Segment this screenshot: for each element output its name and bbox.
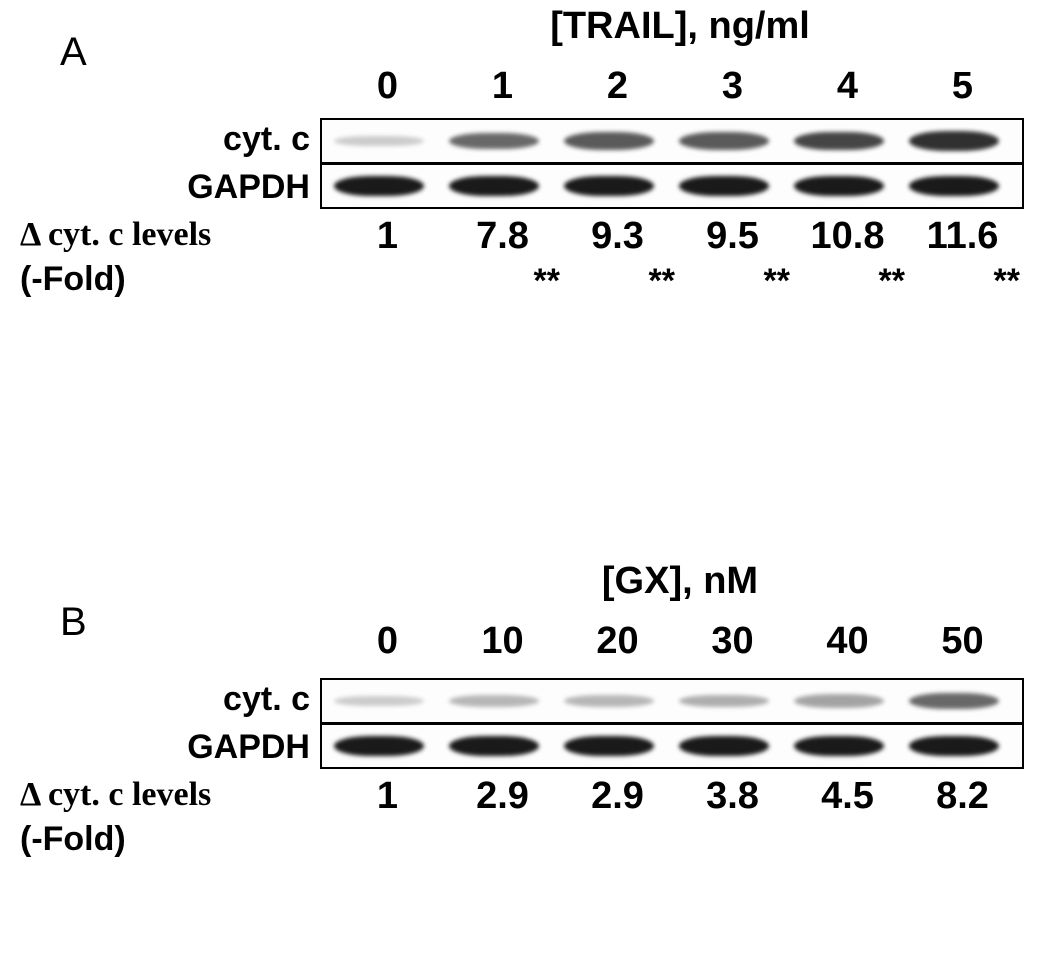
panel-b-header: [GX], nM <box>480 560 880 603</box>
panel-a-fold-values: 1 7.8 9.3 9.5 10.8 11.6 <box>330 215 1020 258</box>
lane-label: 4 <box>790 65 905 108</box>
sig-value: ** <box>790 262 905 301</box>
band <box>679 695 769 708</box>
band <box>794 132 884 151</box>
fold-value: 2.9 <box>445 775 560 818</box>
lane-label: 3 <box>675 65 790 108</box>
panel-a-cytc-label: cyt. c <box>120 120 310 159</box>
band <box>564 736 654 757</box>
band <box>794 176 884 197</box>
band <box>564 695 654 707</box>
panel-b-fold-values: 1 2.9 2.9 3.8 4.5 8.2 <box>330 775 1020 818</box>
lane-label: 40 <box>790 620 905 663</box>
sig-value <box>330 262 445 301</box>
sig-value: ** <box>560 262 675 301</box>
band <box>449 176 539 197</box>
panel-a-significance: ** ** ** ** ** <box>330 262 1020 301</box>
band <box>909 736 999 757</box>
panel-a-gapdh-blot <box>320 163 1024 209</box>
band <box>909 693 999 710</box>
panel-b-gapdh-blot <box>320 723 1024 769</box>
band <box>679 132 769 149</box>
panel-a-fold-label1: Δ cyt. c levels <box>0 215 340 254</box>
panel-a-lane-labels: 0 1 2 3 4 5 <box>330 65 1020 108</box>
panel-b: B [GX], nM 0 10 20 30 40 50 cyt. c GAPDH… <box>0 540 1050 960</box>
band <box>679 176 769 197</box>
panel-b-cytc-label: cyt. c <box>120 680 310 719</box>
panel-b-letter: B <box>60 600 87 645</box>
panel-b-cytc-blot <box>320 678 1024 724</box>
band <box>909 176 999 197</box>
lane-label: 1 <box>445 65 560 108</box>
panel-b-gapdh-label: GAPDH <box>120 728 310 767</box>
sig-value: ** <box>445 262 560 301</box>
lane-label: 5 <box>905 65 1020 108</box>
lane-label: 50 <box>905 620 1020 663</box>
panel-b-fold-label2: (-Fold) <box>0 820 220 859</box>
fold-value: 1 <box>330 215 445 258</box>
band <box>334 696 424 707</box>
fold-value: 4.5 <box>790 775 905 818</box>
fold-value: 1 <box>330 775 445 818</box>
panel-a-gapdh-label: GAPDH <box>120 168 310 207</box>
panel-b-lane-labels: 0 10 20 30 40 50 <box>330 620 1020 663</box>
fold-value: 10.8 <box>790 215 905 258</box>
fold-value: 3.8 <box>675 775 790 818</box>
fold-value: 9.5 <box>675 215 790 258</box>
sig-value: ** <box>675 262 790 301</box>
band <box>564 176 654 197</box>
sig-value: ** <box>905 262 1020 301</box>
band <box>564 132 654 149</box>
fold-value: 11.6 <box>905 215 1020 258</box>
fold-value: 7.8 <box>445 215 560 258</box>
band <box>449 736 539 757</box>
lane-label: 20 <box>560 620 675 663</box>
band <box>794 694 884 707</box>
fold-value: 9.3 <box>560 215 675 258</box>
band <box>679 736 769 757</box>
band <box>794 736 884 757</box>
lane-label: 0 <box>330 65 445 108</box>
band <box>334 176 424 197</box>
band <box>909 131 999 151</box>
panel-a-letter: A <box>60 30 87 75</box>
band <box>449 133 539 150</box>
panel-a-header: [TRAIL], ng/ml <box>480 5 880 48</box>
band <box>449 695 539 707</box>
band <box>334 136 424 147</box>
panel-a: A [TRAIL], ng/ml 0 1 2 3 4 5 cyt. c GAPD… <box>0 0 1050 420</box>
band <box>334 736 424 757</box>
fold-value: 8.2 <box>905 775 1020 818</box>
lane-label: 2 <box>560 65 675 108</box>
fold-value: 2.9 <box>560 775 675 818</box>
panel-b-fold-label1: Δ cyt. c levels <box>0 775 340 814</box>
panel-a-cytc-blot <box>320 118 1024 164</box>
lane-label: 0 <box>330 620 445 663</box>
lane-label: 10 <box>445 620 560 663</box>
panel-a-fold-label2: (-Fold) <box>0 260 220 299</box>
lane-label: 30 <box>675 620 790 663</box>
